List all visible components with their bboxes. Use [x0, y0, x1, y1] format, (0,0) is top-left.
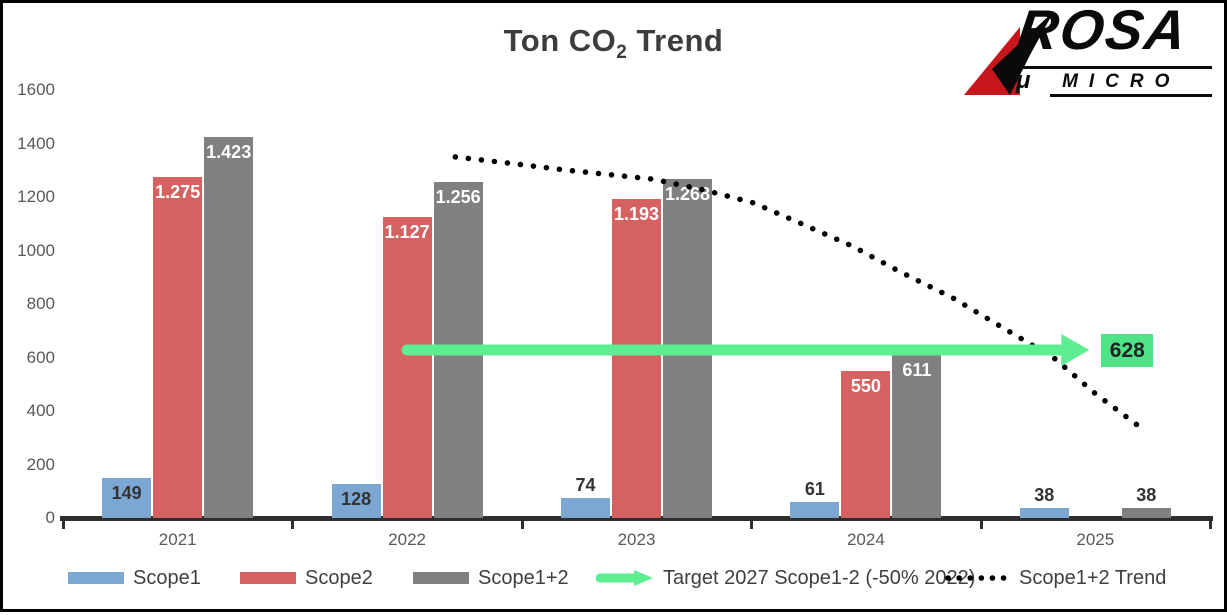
bar-label-scope1-2025: 38 — [1034, 484, 1055, 505]
y-axis-label: 1000 — [17, 240, 55, 260]
bar-scope12-2021 — [204, 137, 254, 518]
x-axis-tick — [750, 521, 754, 529]
logo-mu-symbol: μ — [1016, 67, 1031, 94]
x-axis-tick — [1209, 521, 1212, 529]
x-axis-tick — [291, 521, 295, 529]
x-axis-label: 2021 — [158, 530, 197, 549]
legend-label: Scope1+2 Trend — [1019, 566, 1167, 589]
target-value-badge: 628 — [1101, 334, 1154, 367]
bar-scope1-2022 — [331, 483, 381, 518]
legend-item-scope2: Scope2 — [240, 565, 373, 591]
bar-label-scope1-2021: 149 — [111, 483, 142, 504]
bar-scope2-2021 — [153, 176, 203, 518]
y-axis-label: 1400 — [17, 133, 55, 153]
trend-line — [452, 154, 1147, 433]
x-axis-tick — [979, 521, 983, 529]
logo-rule-bottom — [1050, 94, 1212, 97]
logo-mark-icon — [964, 11, 1054, 95]
legend-label: Scope2 — [305, 566, 373, 589]
y-axis-label: 800 — [26, 294, 55, 313]
y-axis-label: 200 — [26, 454, 55, 474]
bar-scope2-2023 — [612, 198, 661, 518]
y-axis-label: 1200 — [17, 187, 55, 206]
bar-scope1-2023 — [561, 498, 610, 518]
dotted-trend-icon — [945, 575, 1009, 581]
x-axis-label: 2023 — [617, 530, 656, 549]
legend-item-trend: Scope1+2 Trend — [944, 565, 1166, 591]
x-axis-label: 2024 — [846, 530, 885, 549]
bar-scope1-2024 — [790, 501, 840, 518]
legend-item-scope1plus2: Scope1+2 — [413, 565, 569, 591]
x-axis-label: 2025 — [1076, 530, 1115, 549]
target-arrow-head — [1061, 334, 1090, 367]
bar-scope12-2022 — [433, 182, 483, 518]
legend-item-scope1: Scope1 — [68, 565, 201, 591]
bar-scope2-2022 — [382, 216, 432, 518]
legend-label: Target 2027 Scope1-2 (-50% 2022) — [663, 566, 976, 589]
bar-label-scope2-2022: 1.127 — [384, 221, 430, 242]
scope2-swatch-icon — [240, 572, 296, 584]
chart-title-prefix: Ton CO — [503, 23, 617, 58]
y-axis-label: 400 — [26, 401, 55, 420]
company-logo: ROSA μ MICRO — [962, 0, 1212, 99]
logo-subtitle: MICRO — [1062, 71, 1181, 92]
bar-label-scope12-2025: 38 — [1136, 484, 1157, 505]
y-axis-label: 1600 — [17, 80, 55, 99]
bar-label-scope1-2022: 128 — [341, 488, 372, 509]
bar-label-scope12-2023: 1.268 — [664, 183, 711, 204]
bar-label-scope1-2024: 61 — [804, 478, 825, 499]
target-arrow-icon — [596, 570, 653, 586]
x-axis-line — [60, 516, 1213, 521]
y-axis-label: 600 — [26, 347, 55, 367]
x-axis-tick — [520, 521, 524, 529]
bar-scope12-2025 — [1121, 507, 1171, 518]
bar-label-scope2-2021: 1.275 — [155, 181, 201, 202]
scope1-swatch-icon — [68, 572, 124, 584]
x-axis-label: 2022 — [388, 530, 426, 549]
bar-label-scope12-2024: 611 — [902, 359, 932, 380]
legend-item-target: Target 2027 Scope1-2 (-50% 2022) — [596, 565, 975, 591]
logo-slash — [992, 11, 1054, 95]
bar-label-scope12-2021: 1.423 — [206, 142, 252, 163]
bar-scope12-2023 — [663, 178, 712, 518]
y-axis-label: 0 — [45, 508, 55, 527]
logo-subtitle-row: μ MICRO — [1016, 67, 1212, 94]
legend-label: Scope1+2 — [478, 566, 569, 589]
bar-scope1-2021 — [102, 478, 152, 518]
x-axis-tick — [62, 521, 65, 529]
logo-wordmark: ROSA — [1013, 0, 1193, 61]
chart-title: Ton CO2 Trend — [3, 23, 1224, 64]
bar-label-scope2-2023: 1.193 — [613, 203, 660, 224]
scope1plus2-swatch-icon — [413, 572, 469, 584]
bar-scope1-2025 — [1019, 507, 1069, 518]
legend-label: Scope1 — [133, 566, 201, 589]
logo-rule-top — [1016, 66, 1212, 69]
legend: Scope1 Scope2 Scope1+2 Target 2027 Scope… — [3, 565, 1224, 599]
bar-label-scope12-2022: 1.256 — [435, 187, 481, 208]
chart-title-suffix: Trend — [627, 23, 724, 58]
bar-label-scope1-2023: 74 — [575, 475, 596, 496]
chart-title-subscript: 2 — [616, 42, 628, 64]
